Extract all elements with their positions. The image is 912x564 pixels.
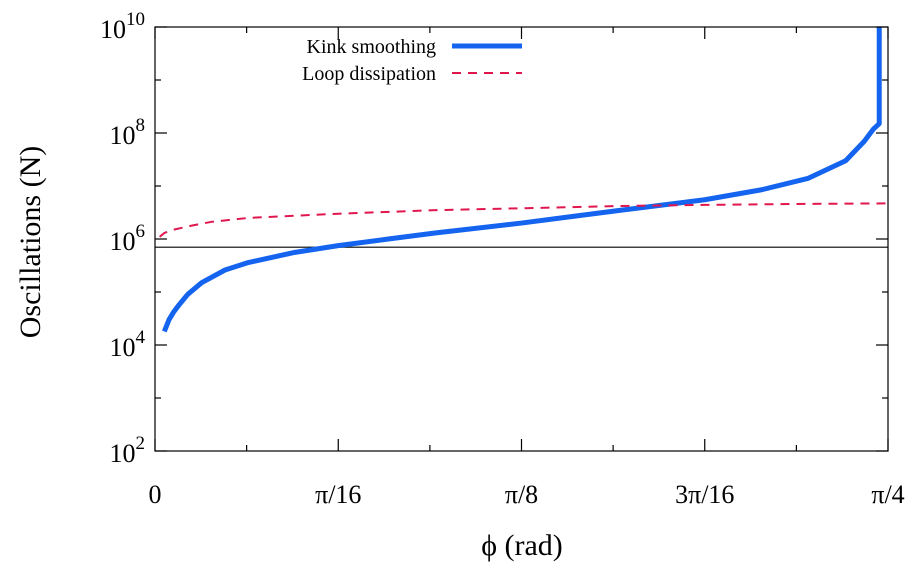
legend-label-kink-smoothing: Kink smoothing xyxy=(307,36,436,58)
plot-border xyxy=(154,26,889,452)
plot-area xyxy=(155,27,889,333)
y-tick-label-base: 10 xyxy=(110,121,136,150)
x-tick-label: π/8 xyxy=(505,480,538,509)
x-axis-title: ϕ (rad) xyxy=(481,529,563,562)
plot-frame xyxy=(154,26,889,452)
y-tick-label-base: 10 xyxy=(100,15,126,44)
y-tick-label-exponent: 8 xyxy=(136,115,146,136)
y-tick-label-base: 10 xyxy=(110,227,136,256)
y-tick-label: 102 xyxy=(110,433,146,468)
series-line-loop-dissipation xyxy=(159,202,889,238)
series-line-kink-smoothing xyxy=(162,27,882,333)
x-tick-label: π/4 xyxy=(871,480,904,509)
legend-label-loop-dissipation: Loop dissipation xyxy=(302,63,436,85)
y-tick-label-exponent: 10 xyxy=(126,9,145,30)
legend: Kink smoothing Loop dissipation xyxy=(302,36,522,85)
y-tick-label-exponent: 2 xyxy=(136,433,146,454)
x-tick-label: 0 xyxy=(149,480,162,509)
y-axis-title: Oscillations (N) xyxy=(14,146,47,338)
y-tick-label-exponent: 4 xyxy=(136,327,146,348)
axis-ticks xyxy=(154,26,889,452)
y-tick-label: 106 xyxy=(110,221,146,256)
x-tick-label: 3π/16 xyxy=(675,480,734,509)
y-tick-label: 1010 xyxy=(100,9,145,44)
y-tick-label-base: 10 xyxy=(110,333,136,362)
y-tick-label-exponent: 6 xyxy=(136,221,146,242)
y-tick-label: 104 xyxy=(110,327,146,362)
x-tick-label: π/16 xyxy=(315,480,361,509)
y-tick-label: 108 xyxy=(110,115,146,150)
y-tick-label-base: 10 xyxy=(110,439,136,468)
